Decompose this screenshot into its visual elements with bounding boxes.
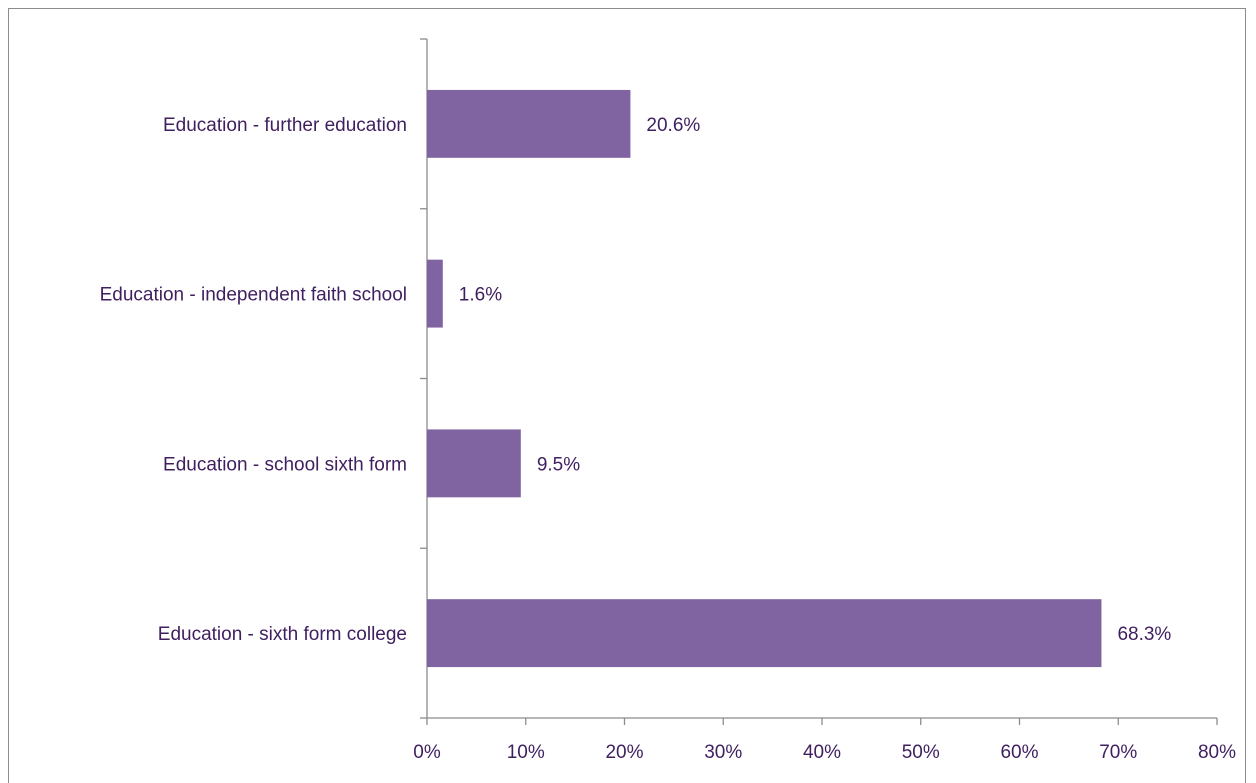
x-tick-label: 0% xyxy=(413,742,441,763)
category-label: Education - sixth form college xyxy=(158,624,407,645)
x-tick-label: 20% xyxy=(605,742,643,763)
bars xyxy=(427,89,1102,668)
data-label: 68.3% xyxy=(1117,624,1171,645)
data-label: 1.6% xyxy=(459,285,502,306)
x-tick-label: 80% xyxy=(1198,742,1236,763)
category-label: Education - independent faith school xyxy=(100,285,407,306)
data-label: 20.6% xyxy=(646,115,700,136)
x-tick-label: 10% xyxy=(507,742,545,763)
category-label: Education - school sixth form xyxy=(163,454,407,475)
bar xyxy=(427,599,1102,668)
x-tick-label: 50% xyxy=(902,742,940,763)
x-tick-label: 70% xyxy=(1099,742,1137,763)
x-tick-label: 30% xyxy=(704,742,742,763)
bar xyxy=(427,89,631,158)
bar xyxy=(427,429,521,498)
labels: 0% 10% 20% 30% 40% 50% 60% 70% 80% Education - fu… xyxy=(100,115,1237,763)
x-tick-label: 40% xyxy=(803,742,841,763)
x-tick-label: 60% xyxy=(1000,742,1038,763)
category-label: Education - further education xyxy=(163,115,407,136)
bar xyxy=(427,259,443,328)
data-label: 9.5% xyxy=(537,454,580,475)
